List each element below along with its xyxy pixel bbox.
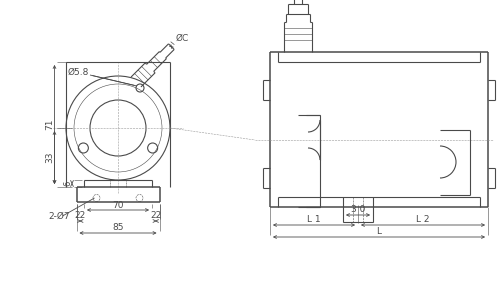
Text: 2-Ø7: 2-Ø7 xyxy=(48,211,70,220)
Text: L 2: L 2 xyxy=(416,215,430,224)
Text: 33: 33 xyxy=(45,152,54,163)
Text: 22: 22 xyxy=(74,211,86,220)
Text: 22: 22 xyxy=(150,211,162,220)
Text: L: L xyxy=(376,228,382,237)
Text: 6: 6 xyxy=(64,181,72,186)
Text: 3 0: 3 0 xyxy=(351,205,365,215)
Text: 71: 71 xyxy=(45,119,54,130)
Text: 70: 70 xyxy=(112,200,124,209)
Text: L 1: L 1 xyxy=(307,215,321,224)
Text: 85: 85 xyxy=(112,224,124,233)
Text: ØC: ØC xyxy=(176,34,188,43)
Text: Ø5.8: Ø5.8 xyxy=(68,68,90,76)
